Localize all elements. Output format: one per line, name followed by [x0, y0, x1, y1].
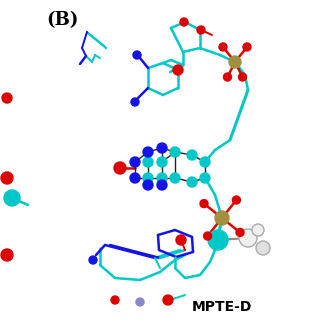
Circle shape — [1, 249, 13, 261]
Circle shape — [187, 150, 197, 160]
Circle shape — [157, 143, 167, 153]
Circle shape — [236, 228, 244, 236]
Circle shape — [170, 147, 180, 157]
Circle shape — [133, 51, 141, 59]
Circle shape — [200, 157, 210, 167]
Circle shape — [131, 98, 139, 106]
Circle shape — [180, 18, 188, 26]
Circle shape — [136, 298, 144, 306]
Circle shape — [238, 73, 246, 81]
Circle shape — [204, 232, 212, 240]
Text: MPTE-D: MPTE-D — [192, 300, 252, 314]
Circle shape — [130, 157, 140, 167]
Text: (B): (B) — [46, 11, 79, 29]
Circle shape — [143, 147, 153, 157]
Circle shape — [219, 43, 227, 51]
Circle shape — [208, 230, 228, 250]
Circle shape — [256, 241, 270, 255]
Circle shape — [200, 200, 208, 208]
Circle shape — [2, 93, 12, 103]
Circle shape — [215, 211, 229, 225]
Circle shape — [232, 196, 240, 204]
Circle shape — [200, 173, 210, 183]
Circle shape — [173, 65, 183, 75]
Circle shape — [111, 296, 119, 304]
Circle shape — [252, 224, 264, 236]
Circle shape — [143, 157, 153, 167]
Circle shape — [130, 173, 140, 183]
Circle shape — [187, 177, 197, 187]
Circle shape — [176, 235, 186, 245]
Circle shape — [143, 173, 153, 183]
Circle shape — [1, 172, 13, 184]
Circle shape — [170, 173, 180, 183]
Circle shape — [229, 56, 241, 68]
Circle shape — [223, 73, 231, 81]
Circle shape — [114, 162, 126, 174]
Circle shape — [163, 295, 173, 305]
Circle shape — [143, 180, 153, 190]
Circle shape — [157, 173, 167, 183]
Circle shape — [197, 26, 205, 34]
Circle shape — [89, 256, 97, 264]
Circle shape — [157, 180, 167, 190]
Circle shape — [4, 190, 20, 206]
Circle shape — [243, 43, 251, 51]
Circle shape — [239, 229, 257, 247]
Circle shape — [157, 157, 167, 167]
